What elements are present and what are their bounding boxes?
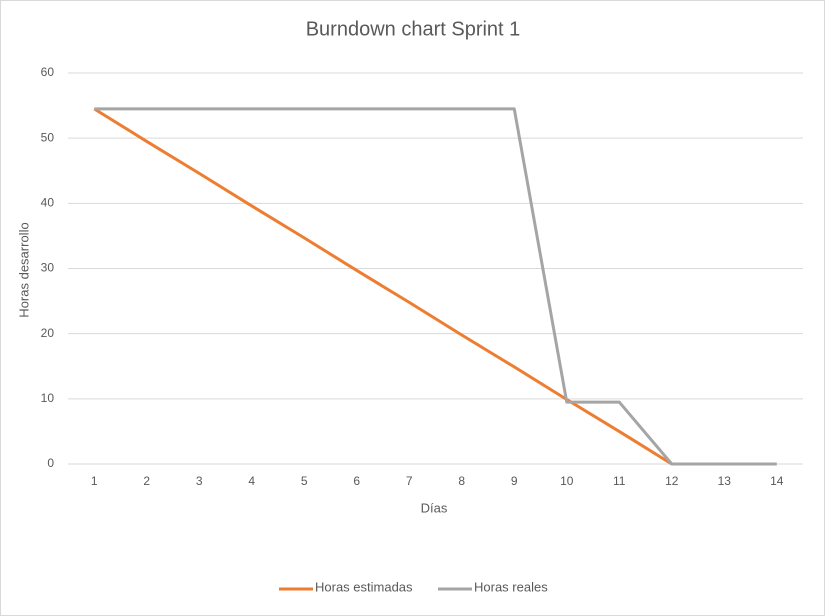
series-line (93, 107, 673, 466)
x-tick-label: 11 (613, 474, 626, 488)
x-axis-title: Días (421, 500, 448, 515)
legend-label: Horas estimadas (315, 579, 413, 594)
y-tick-label: 40 (41, 196, 55, 210)
series-line (94, 107, 777, 466)
x-tick-label: 10 (560, 474, 574, 488)
x-tick-label: 3 (196, 474, 203, 488)
x-tick-label: 5 (301, 474, 308, 488)
x-tick-label: 13 (718, 474, 732, 488)
y-tick-label: 30 (41, 261, 55, 275)
y-tick-label: 0 (47, 456, 54, 470)
x-tick-label: 8 (458, 474, 465, 488)
y-tick-label: 60 (41, 65, 55, 79)
x-tick-label: 7 (406, 474, 413, 488)
legend-label: Horas reales (474, 579, 548, 594)
x-tick-label: 4 (248, 474, 255, 488)
chart-title: Burndown chart Sprint 1 (306, 18, 521, 40)
y-tick-label: 10 (41, 391, 55, 405)
y-axis-title: Horas desarrollo (16, 222, 31, 317)
x-tick-label: 9 (511, 474, 518, 488)
x-tick-label: 1 (91, 474, 98, 488)
y-tick-label: 50 (41, 130, 55, 144)
y-tick-label: 20 (41, 326, 55, 340)
x-tick-label: 6 (353, 474, 360, 488)
x-tick-label: 2 (143, 474, 150, 488)
x-tick-label: 14 (770, 474, 784, 488)
x-tick-label: 12 (665, 474, 679, 488)
